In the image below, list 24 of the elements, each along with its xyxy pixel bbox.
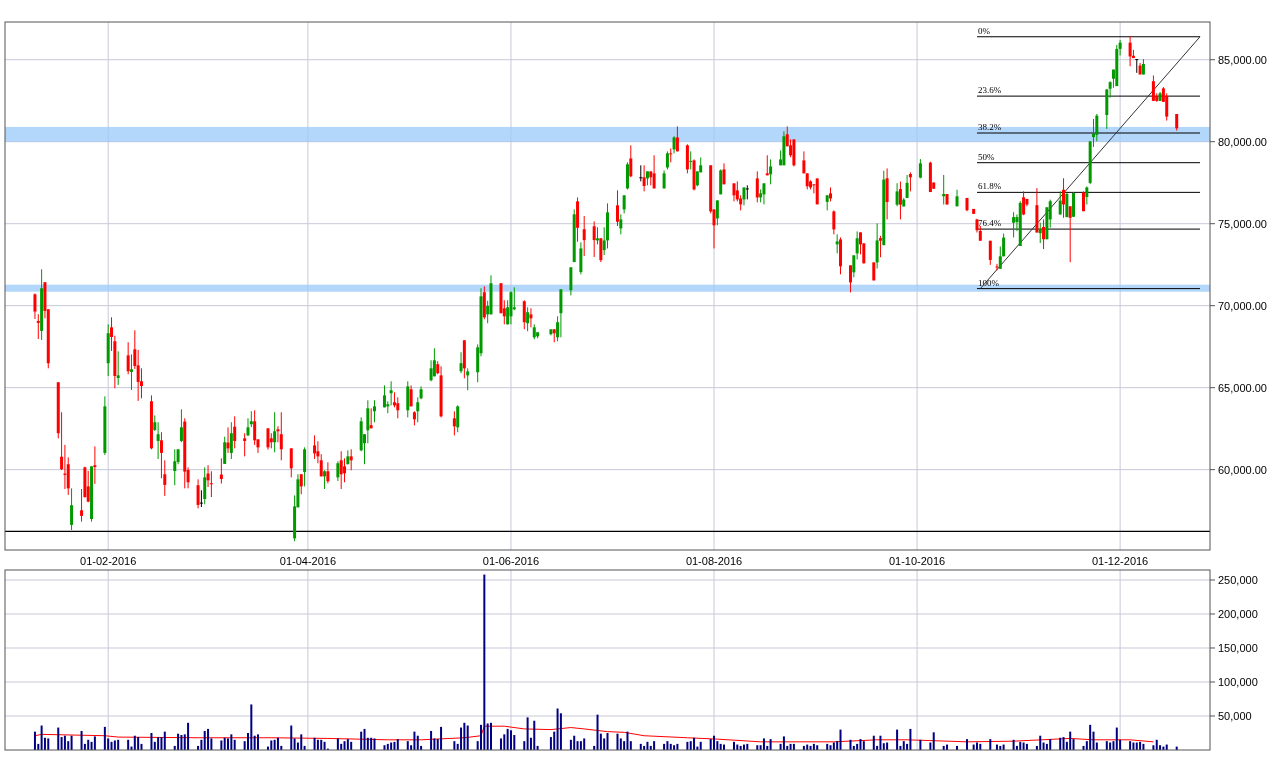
x-tick-label: 01-10-2016 [888,555,946,567]
y-tick-label: 65,000.00 [1218,381,1267,394]
y-tick-label: 50,000 [1218,709,1252,722]
series-label: 23.6% [977,85,1002,96]
x-tick-label: 01-08-2016 [685,555,743,567]
x-tick-label: 01-04-2016 [279,555,337,567]
y-tick-label: 70,000.00 [1218,299,1267,312]
series-label: 61.8% [977,181,1002,192]
y-tick-label: 250,000 [1218,573,1258,586]
series-label: 100% [977,277,1000,288]
y-tick-label: 100,000 [1218,675,1258,688]
series-label: 0% [977,25,991,36]
y-tick-label: 150,000 [1218,641,1258,654]
series-label: 50% [977,151,995,162]
x-tick-label: 01-02-2016 [80,555,137,567]
y-tick-label: 85,000.00 [1218,53,1267,66]
series-label: 76.4% [977,218,1002,229]
y-tick-label: 75,000.00 [1218,217,1267,230]
y-tick-label: 80,000.00 [1218,135,1267,148]
x-tick-label: 01-06-2016 [482,555,540,567]
y-tick-label: 200,000 [1218,607,1258,620]
y-tick-label: 60,000.00 [1218,463,1267,476]
series-label: 38.2% [977,122,1002,133]
x-tick-label: 01-12-2016 [1091,555,1149,567]
